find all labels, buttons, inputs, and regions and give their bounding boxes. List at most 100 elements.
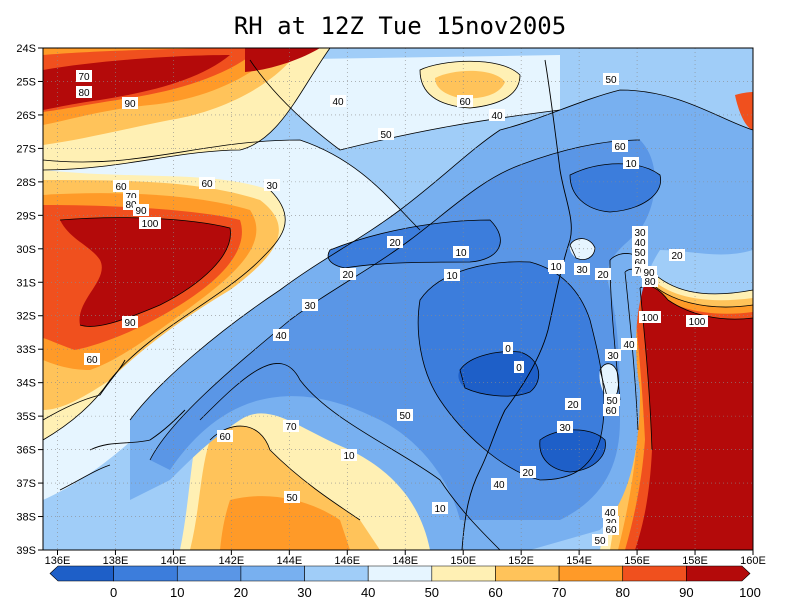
contour-label: 10: [343, 451, 355, 462]
contour-label: 70: [285, 422, 297, 433]
contour-label-bg: [669, 249, 685, 261]
contour-label: 10: [434, 504, 446, 515]
contour-label-bg: [139, 217, 161, 229]
contour-label: 90: [124, 318, 136, 329]
contour-label-bg: [603, 523, 619, 535]
contour-label: 50: [399, 411, 411, 422]
colorbar: 0 10 20 30 40 50 60 70 80 90 100: [49, 565, 761, 600]
colorbar-label: 50: [425, 585, 439, 600]
contour-label: 70: [78, 72, 90, 83]
contour-label: 10: [446, 271, 458, 282]
y-tick-label: 29S: [16, 210, 36, 222]
x-tick-label: 136E: [45, 555, 71, 567]
colorbar-segment: [558, 565, 624, 582]
contour-label: 50: [594, 536, 606, 547]
colorbar-segment: [495, 565, 560, 582]
contour-label: 10: [455, 248, 467, 259]
contour-label: 40: [491, 111, 503, 122]
x-tick-label: 154E: [566, 555, 592, 567]
contour-label-bg: [632, 226, 648, 238]
plot-frame: [42, 47, 754, 551]
contour-label: 90: [135, 206, 147, 217]
contour-label: 10: [550, 262, 562, 273]
contour-label: 80: [644, 277, 656, 288]
y-tick-label: 37S: [16, 478, 36, 490]
contour-label: 50: [605, 75, 617, 86]
x-tick-label: 140E: [161, 555, 187, 567]
colorbar-label: 90: [679, 585, 693, 600]
contour-label-bg: [520, 466, 536, 478]
contour-label: 30: [634, 228, 646, 239]
y-tick-label: 30S: [16, 244, 36, 256]
axis-ticks: 136E 138E 140E 142E 144E 146E 148E 150E 152E 154E…: [16, 43, 765, 567]
contour-label-bg: [340, 268, 356, 280]
colorbar-segment: [431, 565, 496, 582]
contour-label-bg: [592, 534, 608, 546]
contour-label: 20: [389, 238, 401, 249]
contour-label: 0: [516, 363, 522, 374]
colorbar-segment: [113, 565, 178, 582]
contour-lines: [43, 48, 753, 550]
colorbar-segment: [622, 565, 687, 582]
contour-label-bg: [283, 420, 299, 432]
contour-label: 100: [689, 317, 706, 328]
y-tick-label: 34S: [16, 378, 36, 390]
contour-label-bg: [604, 394, 620, 406]
contour-label: 60: [459, 97, 471, 108]
contour-label: 60: [115, 182, 127, 193]
contour-label: 60: [219, 432, 231, 443]
contour-label-bg: [686, 315, 708, 327]
contour-label: 60: [634, 258, 646, 269]
x-tick-label: 138E: [103, 555, 129, 567]
contour-label: 20: [671, 251, 683, 262]
y-tick-label: 31S: [16, 277, 36, 289]
contour-label-bg: [557, 421, 573, 433]
contour-label: 60: [605, 406, 617, 417]
contour-label: 60: [86, 355, 98, 366]
x-tick-label: 156E: [624, 555, 650, 567]
contour-label-bg: [603, 404, 619, 416]
contour-label: 50: [606, 396, 618, 407]
colorbar-segment: [367, 565, 433, 582]
contour-label-bg: [217, 430, 233, 442]
contour-label-bg: [432, 502, 448, 514]
contour-label-bg: [76, 70, 92, 82]
contour-label-bg: [76, 86, 92, 98]
contour-label: 20: [342, 270, 354, 281]
contour-label: 20: [597, 270, 609, 281]
contour-label: 40: [604, 508, 616, 519]
x-tick-label: 146E: [334, 555, 360, 567]
contour-label-bg: [122, 97, 138, 109]
contour-label: 60: [201, 179, 213, 190]
contour-label-bg: [503, 342, 513, 354]
contour-label-bg: [632, 246, 648, 258]
y-tick-label: 38S: [16, 512, 36, 524]
contour-label: 60: [605, 525, 617, 536]
contour-label-bg: [397, 409, 413, 421]
contour-label: 40: [623, 340, 635, 351]
contour-label-bg: [514, 361, 524, 373]
contour-label: 30: [304, 301, 316, 312]
y-tick-label: 27S: [16, 143, 36, 155]
y-tick-label: 33S: [16, 344, 36, 356]
x-tick-label: 152E: [508, 555, 534, 567]
contour-label: 10: [625, 159, 637, 170]
contour-label: 70: [125, 192, 137, 203]
colorbar-label: 80: [615, 585, 629, 600]
contour-label-bg: [623, 157, 639, 169]
x-tick-label: 142E: [219, 555, 245, 567]
contour-label-bg: [133, 204, 149, 216]
contour-label-bg: [548, 260, 564, 272]
contour-label: 100: [142, 219, 159, 230]
colorbar-label: 10: [170, 585, 184, 600]
contour-label-bg: [602, 506, 618, 518]
contour-label-bg: [444, 269, 460, 281]
x-tick-label: 158E: [682, 555, 708, 567]
contour-label: 40: [493, 480, 505, 491]
contour-label-bg: [595, 268, 611, 280]
contour-label: 80: [78, 88, 90, 99]
x-tick-label: 144E: [276, 555, 302, 567]
x-tick-label: 150E: [450, 555, 476, 567]
y-tick-label: 24S: [16, 43, 36, 55]
